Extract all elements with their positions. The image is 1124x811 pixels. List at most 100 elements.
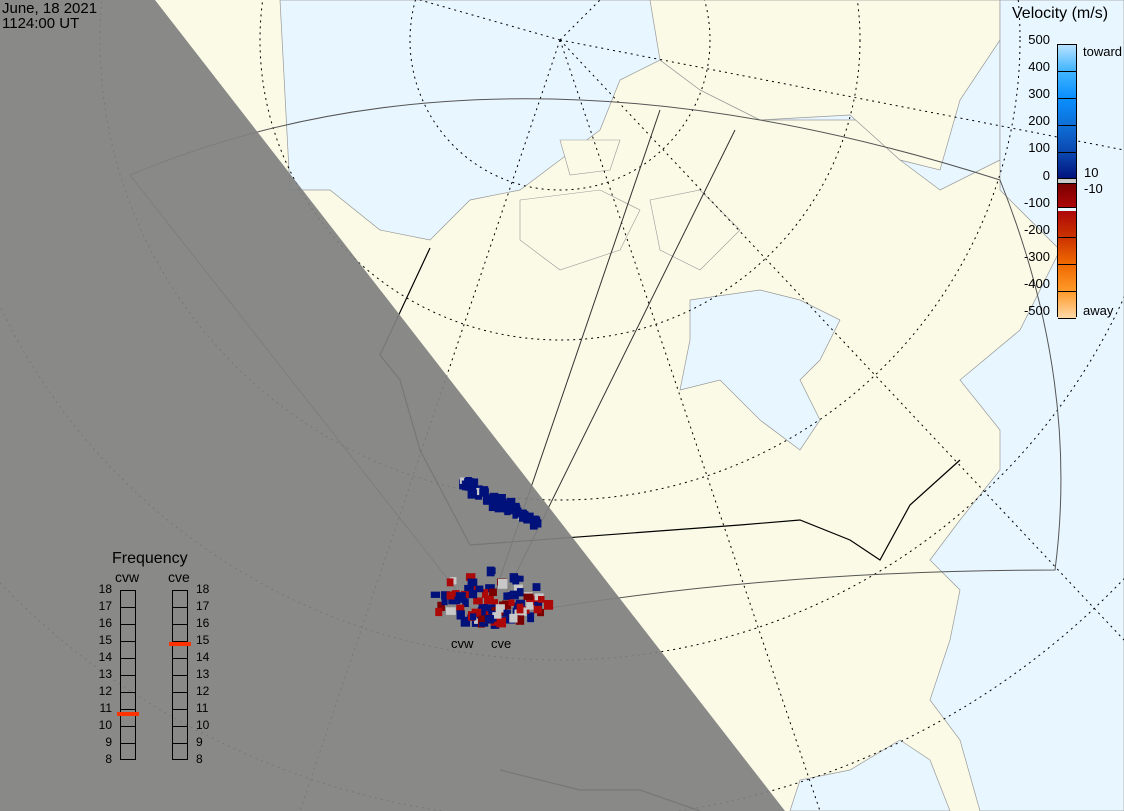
colorbar-tick: 300 — [1028, 86, 1050, 102]
scatter-cell — [495, 604, 505, 613]
scatter-cell — [446, 578, 454, 587]
scatter-cell — [533, 519, 542, 528]
frequency-scale-divider — [173, 675, 187, 676]
time-label: 1124:00 UT — [2, 15, 80, 32]
frequency-marker-cvw — [117, 712, 139, 717]
scatter-cell — [509, 573, 519, 583]
frequency-scale-divider — [173, 726, 187, 727]
scatter-cell — [496, 617, 507, 628]
scatter-cell — [491, 599, 499, 607]
scatter-cell — [509, 613, 518, 623]
scatter-cell — [544, 600, 554, 610]
scatter-cell — [455, 592, 466, 601]
scatter-cell — [484, 615, 495, 624]
colorbar-segment — [1058, 72, 1076, 100]
frequency-tick: 14 — [196, 650, 210, 664]
frequency-scale-divider — [173, 641, 187, 642]
scatter-cell — [486, 604, 496, 612]
scatter-cell — [452, 590, 460, 600]
colorbar-segment — [1058, 210, 1076, 238]
scatter-cell — [464, 477, 474, 485]
colorbar-tick: -500 — [1023, 303, 1050, 318]
frequency-tick: 11 — [196, 701, 209, 715]
colorbar-segment — [1058, 153, 1076, 181]
scatter-cell — [534, 601, 543, 609]
scatter-cell — [523, 593, 534, 600]
scatter-cell — [430, 591, 441, 598]
scatter-cell — [460, 616, 471, 627]
scatter-cell — [520, 509, 527, 518]
colorbar-segment — [1058, 126, 1076, 154]
colorbar-segment — [1058, 291, 1076, 319]
frequency-tick: 17 — [196, 599, 210, 613]
colorbar-tick: -300 — [1023, 248, 1050, 264]
frequency-tick: 9 — [196, 735, 203, 749]
scatter-cell — [514, 575, 524, 582]
arctic-island — [559, 139, 621, 176]
scatter-cell — [445, 607, 456, 615]
scatter-cell — [512, 504, 521, 514]
scatter-cell — [473, 597, 483, 605]
scatter-cell — [483, 496, 491, 505]
scatter-cell — [538, 596, 545, 603]
scatter-cell — [533, 597, 543, 606]
arctic-island — [649, 189, 741, 271]
frequency-scale-divider — [121, 624, 135, 625]
frequency-scale-cve — [172, 590, 188, 760]
scatter-cell — [465, 573, 476, 581]
frequency-tick: 17 — [98, 599, 112, 613]
frequency-scale-divider — [173, 709, 187, 710]
freq-radar-cve: cve — [168, 569, 190, 585]
scatter-cell — [514, 584, 523, 592]
colorbar-tick: 100 — [1028, 140, 1050, 156]
frequency-marker-cve — [169, 642, 191, 647]
velocity-colorbar — [1057, 44, 1077, 319]
scatter-cell — [485, 584, 495, 593]
colorbar-tick: 500 — [1028, 32, 1050, 47]
scatter-cell — [507, 592, 515, 599]
colorbar-title: Velocity (m/s) — [1012, 5, 1109, 22]
frequency-scale-divider — [121, 726, 135, 727]
scatter-cell — [477, 607, 486, 617]
frequency-tick: 10 — [196, 718, 210, 732]
scatter-cell — [490, 618, 499, 626]
scatter-cell — [526, 602, 536, 610]
scatter-cell — [527, 612, 535, 623]
scatter-cell — [492, 502, 501, 511]
colorbar-segment — [1058, 264, 1076, 292]
scatter-cell — [503, 592, 511, 600]
scatter-cell — [448, 596, 458, 605]
scatter-cell — [475, 585, 484, 593]
scatter-cell — [515, 615, 525, 625]
scatter-cell — [498, 494, 506, 501]
frequency-tick: 16 — [98, 616, 112, 630]
scatter-cells — [430, 477, 554, 629]
frequency-tick: 9 — [105, 735, 112, 749]
scatter-cell — [456, 610, 465, 620]
frequency-scale-divider — [121, 709, 135, 710]
gulf-of-mexico — [789, 739, 951, 811]
scatter-cell — [503, 609, 511, 617]
scatter-cell — [489, 588, 497, 596]
scatter-cell — [516, 588, 524, 597]
scatter-cell — [467, 589, 478, 599]
frequency-scale-divider — [121, 641, 135, 642]
frequency-scale-divider — [121, 692, 135, 693]
scatter-cell — [497, 578, 508, 589]
scatter-cell — [525, 514, 532, 523]
scatter-cell — [435, 607, 443, 617]
gs-lower-label: -10 — [1084, 181, 1103, 196]
frequency-tick: 15 — [196, 633, 210, 647]
freq-radar-cvw: cvw — [115, 569, 140, 585]
night-region — [0, 0, 785, 811]
frequency-tick: 8 — [105, 752, 112, 766]
colorbar-segment — [1058, 99, 1076, 127]
scatter-cell — [467, 578, 478, 586]
colorbar-tick: -400 — [1023, 275, 1050, 291]
scatter-cell — [456, 604, 465, 612]
radar-label-cvw: cvw — [451, 636, 474, 651]
scatter-cell — [512, 510, 519, 519]
scatter-cell — [533, 605, 542, 614]
gs-upper-label: 10 — [1084, 165, 1099, 180]
